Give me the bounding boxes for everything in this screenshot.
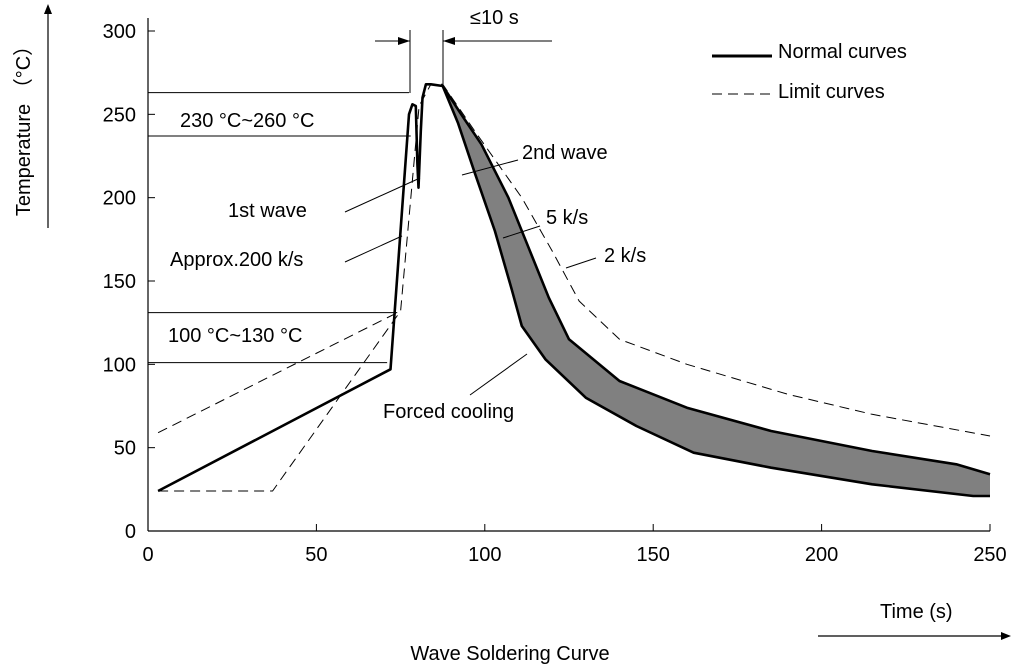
annotation-5ks: 5 k/s xyxy=(546,207,588,229)
x-tick-label: 100 xyxy=(468,544,501,566)
series-line-1 xyxy=(441,85,991,476)
reference-lines xyxy=(148,92,411,364)
leader-forced-cooling xyxy=(469,353,528,396)
y-tick-label: 250 xyxy=(103,104,136,126)
x-tick-label: 200 xyxy=(805,544,838,566)
y-axis-arrowhead xyxy=(44,4,52,14)
x-tick-label: 50 xyxy=(305,544,327,566)
duration-arrowhead-right xyxy=(443,37,455,45)
y-tick-label: 50 xyxy=(114,438,136,460)
y-axis-label: Temperature （°C） xyxy=(12,36,35,216)
y-tick-label: 0 xyxy=(125,521,136,543)
series-line-3 xyxy=(158,310,402,492)
legend-normal-label: Normal curves xyxy=(778,41,907,63)
series-line-2 xyxy=(157,83,991,437)
x-axis-arrowhead xyxy=(1001,632,1011,640)
leader-5ks xyxy=(502,225,541,239)
annotation-forced-cooling: Forced cooling xyxy=(383,401,514,423)
annotation-2ks: 2 k/s xyxy=(604,245,646,267)
leader-lines xyxy=(344,159,597,396)
annotation-230-260: 230 °C~260 °C xyxy=(180,110,314,132)
y-tick-label: 100 xyxy=(103,354,136,376)
chart-title: Wave Soldering Curve xyxy=(410,643,609,665)
duration-arrowhead-left xyxy=(398,37,410,45)
annotation-1st-wave: 1st wave xyxy=(228,200,307,222)
x-tick-label: 250 xyxy=(973,544,1006,566)
annotation-200ks: Approx.200 k/s xyxy=(170,249,303,271)
annotation-2nd-wave: 2nd wave xyxy=(522,142,608,164)
series-line-0 xyxy=(157,83,990,498)
y-tick-label: 150 xyxy=(103,271,136,293)
annotation-10s: ≤10 s xyxy=(470,7,519,29)
y-tick-label: 300 xyxy=(103,21,136,43)
x-ticks: 0 50 100 150 200 250 xyxy=(142,524,1007,566)
annotation-100-130: 100 °C~130 °C xyxy=(168,325,302,347)
leader-2ks xyxy=(565,257,597,269)
legend-limit-label: Limit curves xyxy=(778,81,885,103)
x-axis-label: Time (s) xyxy=(880,601,953,623)
y-ticks: 0 50 100 150 200 250 300 xyxy=(103,21,155,543)
leader-2nd-wave xyxy=(461,159,519,176)
series-layer xyxy=(157,83,991,498)
y-tick-label: 200 xyxy=(103,188,136,210)
legend: Normal curves Limit curves xyxy=(712,41,907,103)
x-tick-label: 0 xyxy=(142,544,153,566)
x-tick-label: 150 xyxy=(637,544,670,566)
leader-1st-wave xyxy=(344,177,421,213)
leader-200ks xyxy=(344,235,403,263)
